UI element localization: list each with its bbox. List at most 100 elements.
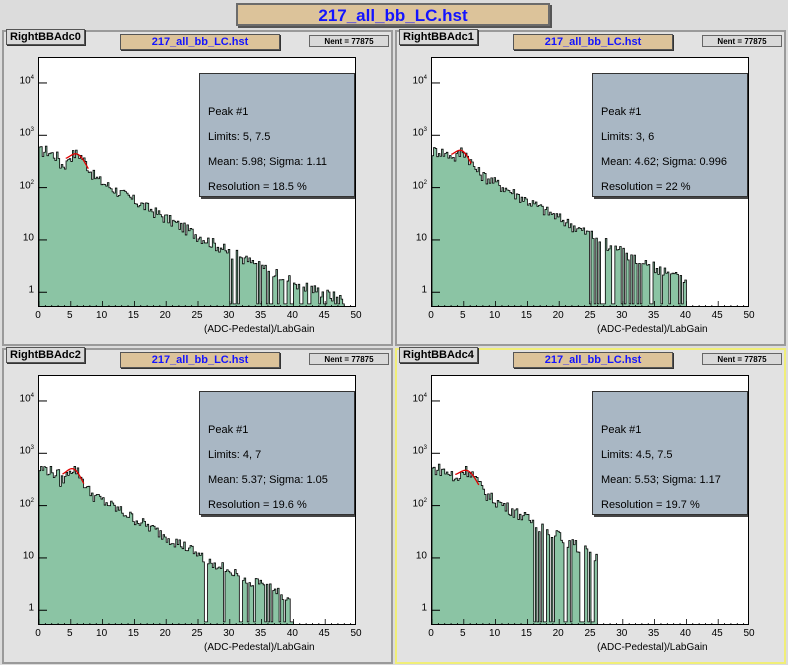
stats-mean-sigma: Mean: 5.53; Sigma: 1.17 — [601, 474, 721, 486]
histogram-bars — [432, 463, 598, 624]
x-tick-label: 30 — [223, 310, 235, 321]
histogram-pad-rightbbadc2[interactable]: RightBBAdc2 217_all_bb_LC.hst Nent = 778… — [2, 347, 393, 664]
y-tick-base: 10 — [412, 393, 424, 405]
y-tick-base: 10 — [22, 550, 34, 562]
fit-stats-box: Peak #1 Limits: 3, 6 Mean: 4.62; Sigma: … — [592, 73, 748, 197]
y-tick-base: 10 — [412, 445, 424, 457]
histogram-pad-rightbbadc0[interactable]: RightBBAdc0 217_all_bb_LC.hst Nent = 778… — [2, 29, 393, 346]
plot-frame[interactable]: Peak #1 Limits: 4, 7 Mean: 5.37; Sigma: … — [38, 375, 356, 625]
x-tick-label: 15 — [520, 310, 532, 321]
x-tick-label: 10 — [489, 310, 501, 321]
y-tick-exponent: 2 — [423, 497, 427, 504]
y-tick-base: 10 — [19, 75, 31, 87]
plot-frame[interactable]: Peak #1 Limits: 5, 7.5 Mean: 5.98; Sigma… — [38, 57, 356, 307]
y-tick-label: 102 — [8, 498, 34, 509]
stats-resolution: Resolution = 18.5 % — [208, 181, 307, 193]
x-tick-label: 15 — [127, 628, 139, 639]
y-tick-label: 104 — [401, 393, 427, 404]
y-tick-label: 10 — [8, 232, 34, 243]
x-tick-label: 5 — [460, 310, 466, 321]
x-axis-label: (ADC-Pedestal)/LabGain — [597, 324, 708, 335]
y-tick-exponent: 4 — [30, 74, 34, 81]
x-tick-label: 40 — [679, 310, 691, 321]
y-tick-base: 10 — [19, 497, 31, 509]
stats-limits: Limits: 3, 6 — [601, 131, 655, 143]
histogram-plot — [432, 82, 745, 306]
x-axis-label: (ADC-Pedestal)/LabGain — [204, 642, 315, 653]
y-tick-base: 10 — [412, 179, 424, 191]
histogram-pad-rightbbadc1[interactable]: RightBBAdc1 217_all_bb_LC.hst Nent = 778… — [395, 29, 786, 346]
y-tick-exponent: 2 — [30, 179, 34, 186]
x-tick-label: 45 — [318, 628, 330, 639]
x-tick-label: 25 — [191, 628, 203, 639]
y-tick-exponent: 2 — [30, 497, 34, 504]
x-tick-label: 0 — [428, 628, 434, 639]
pad-name-label: RightBBAdc0 — [6, 29, 85, 45]
y-tick-exponent: 3 — [423, 127, 427, 134]
entries-label: Nent = 77875 — [702, 35, 782, 47]
pad-name-label: RightBBAdc1 — [399, 29, 478, 45]
x-tick-label: 15 — [127, 310, 139, 321]
canvas-title[interactable]: 217_all_bb_LC.hst — [236, 3, 550, 26]
pad-title-box: 217_all_bb_LC.hst — [120, 352, 280, 368]
y-tick-base: 10 — [22, 232, 34, 244]
x-tick-label: 40 — [286, 628, 298, 639]
stats-peak: Peak #1 — [601, 424, 642, 436]
y-tick-exponent: 4 — [423, 392, 427, 399]
pad-name-label: RightBBAdc4 — [399, 347, 478, 363]
histogram-plot — [39, 400, 352, 624]
y-tick-label: 103 — [8, 127, 34, 138]
y-tick-exponent: 2 — [423, 179, 427, 186]
x-tick-label: 5 — [67, 628, 73, 639]
pad-title-box: 217_all_bb_LC.hst — [513, 34, 673, 50]
x-tick-label: 20 — [552, 310, 564, 321]
x-tick-label: 30 — [616, 628, 628, 639]
x-tick-label: 40 — [286, 310, 298, 321]
x-tick-label: 45 — [318, 310, 330, 321]
y-tick-exponent: 3 — [30, 127, 34, 134]
y-tick-label: 102 — [401, 180, 427, 191]
y-tick-base: 1 — [421, 284, 427, 296]
histogram-plot — [432, 400, 745, 624]
y-tick-label: 1 — [401, 602, 427, 614]
y-tick-label: 104 — [8, 393, 34, 404]
y-tick-label: 104 — [401, 75, 427, 86]
y-tick-label: 102 — [8, 180, 34, 191]
x-tick-label: 45 — [711, 310, 723, 321]
plot-frame[interactable]: Peak #1 Limits: 3, 6 Mean: 4.62; Sigma: … — [431, 57, 749, 307]
stats-limits: Limits: 4, 7 — [208, 449, 262, 461]
x-tick-label: 40 — [679, 628, 691, 639]
y-tick-base: 1 — [28, 284, 34, 296]
y-tick-base: 10 — [19, 393, 31, 405]
x-tick-label: 50 — [350, 628, 362, 639]
stats-limits: Limits: 5, 7.5 — [208, 131, 271, 143]
gaussian-fit-curve — [455, 469, 480, 486]
histogram-bars — [432, 147, 687, 306]
x-tick-label: 25 — [584, 628, 596, 639]
fit-stats-box: Peak #1 Limits: 4, 7 Mean: 5.37; Sigma: … — [199, 391, 355, 515]
pad-title-box: 217_all_bb_LC.hst — [120, 34, 280, 50]
x-tick-label: 0 — [35, 310, 41, 321]
x-tick-label: 0 — [428, 310, 434, 321]
y-tick-label: 1 — [8, 284, 34, 296]
y-tick-exponent: 3 — [30, 445, 34, 452]
x-axis-label: (ADC-Pedestal)/LabGain — [597, 642, 708, 653]
plot-frame[interactable]: Peak #1 Limits: 4.5, 7.5 Mean: 5.53; Sig… — [431, 375, 749, 625]
y-tick-base: 1 — [28, 602, 34, 614]
x-tick-label: 0 — [35, 628, 41, 639]
y-tick-exponent: 4 — [423, 74, 427, 81]
x-tick-label: 5 — [67, 310, 73, 321]
pad-name-label: RightBBAdc2 — [6, 347, 85, 363]
x-tick-label: 10 — [96, 628, 108, 639]
histogram-plot — [39, 82, 352, 306]
x-tick-label: 35 — [255, 628, 267, 639]
entries-label: Nent = 77875 — [309, 35, 389, 47]
y-tick-base: 10 — [19, 445, 31, 457]
stats-mean-sigma: Mean: 5.98; Sigma: 1.11 — [208, 156, 328, 168]
histogram-pad-rightbbadc4[interactable]: RightBBAdc4 217_all_bb_LC.hst Nent = 778… — [395, 347, 786, 664]
y-tick-label: 1 — [8, 602, 34, 614]
y-tick-label: 102 — [401, 498, 427, 509]
x-tick-label: 10 — [96, 310, 108, 321]
y-tick-label: 103 — [401, 127, 427, 138]
x-tick-label: 15 — [520, 628, 532, 639]
